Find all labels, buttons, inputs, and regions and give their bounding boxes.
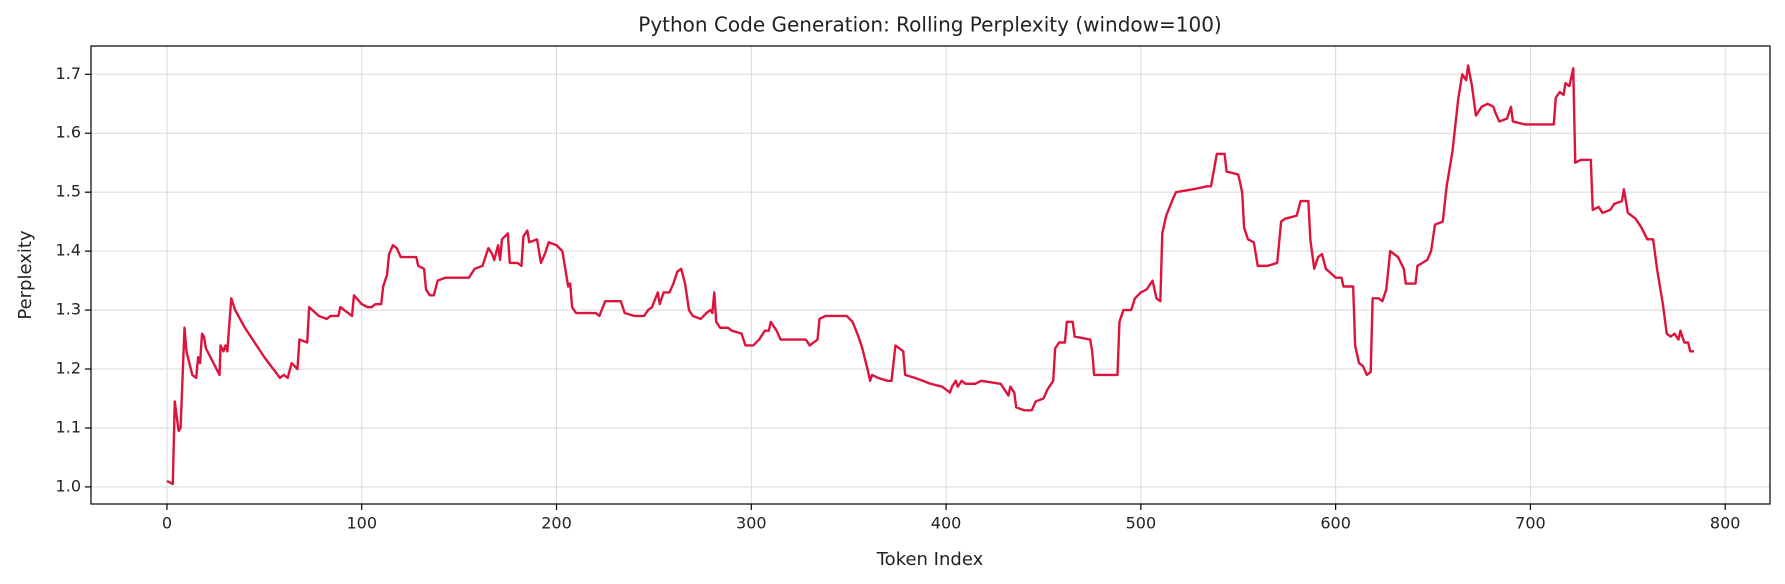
y-tick-label: 1.6	[56, 123, 81, 142]
x-tick-label: 700	[1515, 514, 1546, 533]
x-tick-label: 400	[931, 514, 962, 533]
y-tick-label: 1.1	[56, 417, 81, 436]
y-tick-label: 1.4	[56, 241, 81, 260]
x-tick-label: 200	[541, 514, 572, 533]
x-tick-label: 600	[1320, 514, 1351, 533]
x-tick-label: 800	[1710, 514, 1741, 533]
plot-frame	[90, 45, 1771, 505]
x-tick-label: 500	[1126, 514, 1157, 533]
y-tick-label: 1.2	[56, 359, 81, 378]
y-tick-label: 1.7	[56, 64, 81, 83]
x-axis-label: Token Index	[876, 549, 984, 570]
y-tick-label: 1.5	[56, 182, 81, 201]
y-axis-label: Perplexity	[15, 230, 36, 320]
x-tick-label: 0	[162, 514, 172, 533]
y-tick-label: 1.3	[56, 300, 81, 319]
data-line	[166, 64, 1695, 486]
chart-title: Python Code Generation: Rolling Perplexi…	[638, 13, 1221, 37]
y-tick-label: 1.0	[56, 476, 81, 495]
x-tick-label: 100	[346, 514, 377, 533]
x-tick-label: 300	[736, 514, 767, 533]
